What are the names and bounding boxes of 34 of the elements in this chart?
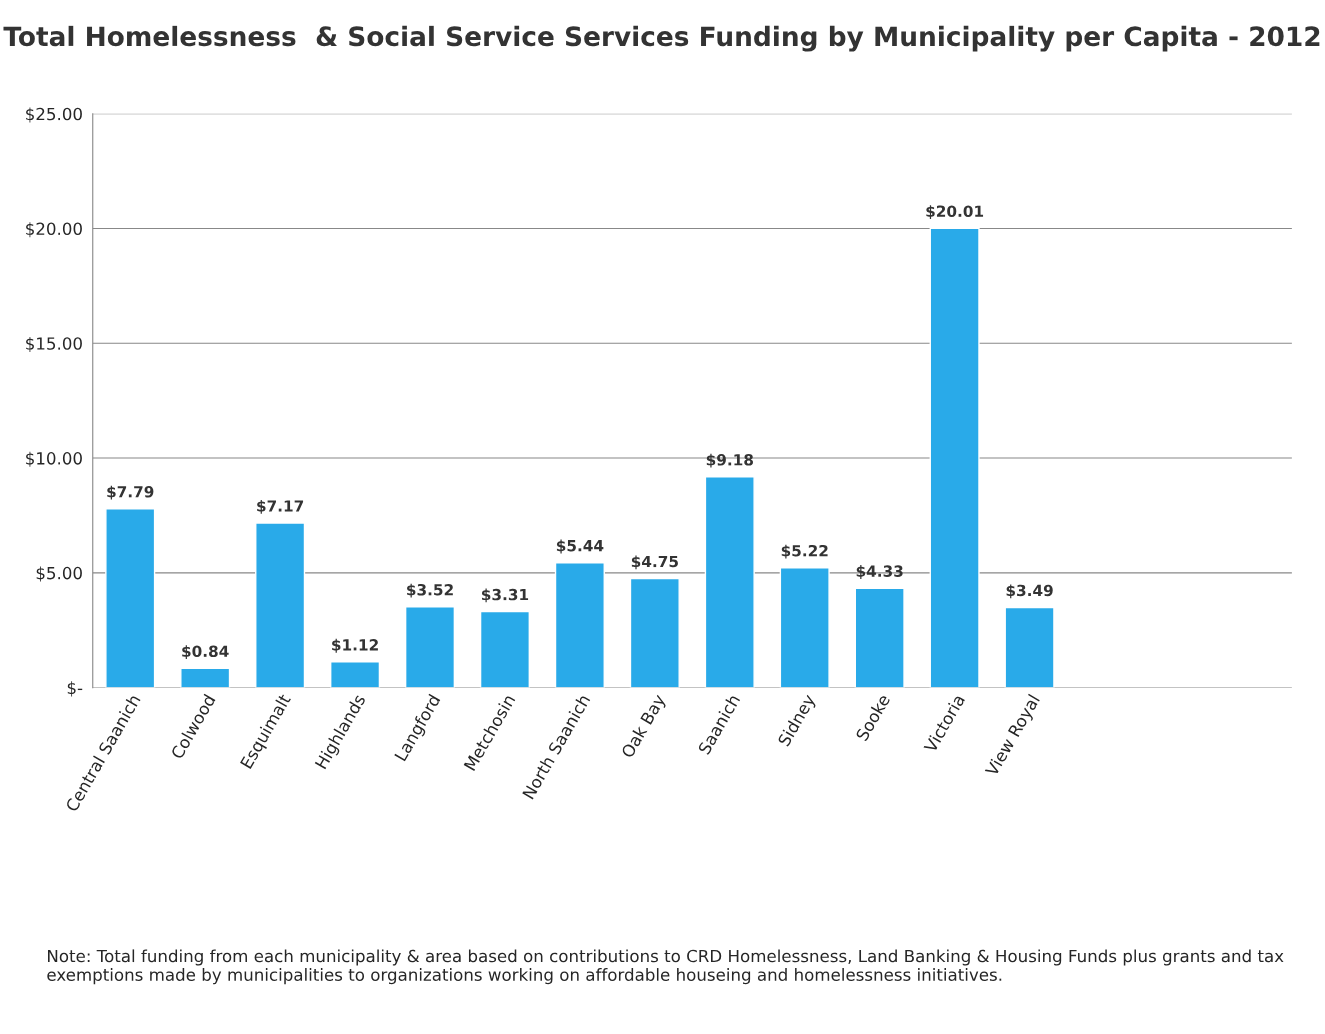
data-label: $7.79 [107,485,154,500]
data-label: $0.84 [182,645,229,660]
data-label: $5.22 [781,544,828,559]
data-label: $7.17 [257,499,304,514]
data-label: $3.52 [407,583,453,598]
text: Note: Total funding from each municipality & area based on contributions to CRD Homelessness, Land Banking & Housing Funds plus grants and tax exemptions made by municipalities to organizations working on affordable houseing and homelessness initiatives. [47,949,1284,985]
y-tick-label: $10.00 [26,451,82,467]
bar [404,606,456,688]
bar [554,562,605,688]
data-label: $3.31 [481,588,529,603]
y-tick-label: $20.00 [26,222,82,238]
y-tick-label: $5.00 [36,566,82,582]
y-tick-label: $- [67,681,83,697]
data-label: $4.75 [631,555,678,570]
data-label: $5.44 [556,539,604,554]
data-label: $4.33 [856,565,903,579]
bar [854,587,905,688]
data-label: $3.49 [1006,584,1053,599]
bar [629,577,680,688]
bar [479,610,531,688]
chart-title: Total Homelessness & Social Service Services Funding by Municipality per Capita - 2012 [3,25,1320,52]
data-label: $9.18 [706,453,753,468]
data-label: $1.12 [332,638,378,653]
data-label: $20.01 [926,205,984,220]
bar [929,227,980,688]
y-tick-label: $25.00 [26,107,82,123]
bar [704,476,755,688]
bar [779,567,830,688]
bar [105,508,156,688]
bar [330,661,381,688]
bar [255,522,306,688]
bar [180,667,231,688]
y-tick-label: $15.00 [26,336,82,353]
bar [1004,606,1055,688]
